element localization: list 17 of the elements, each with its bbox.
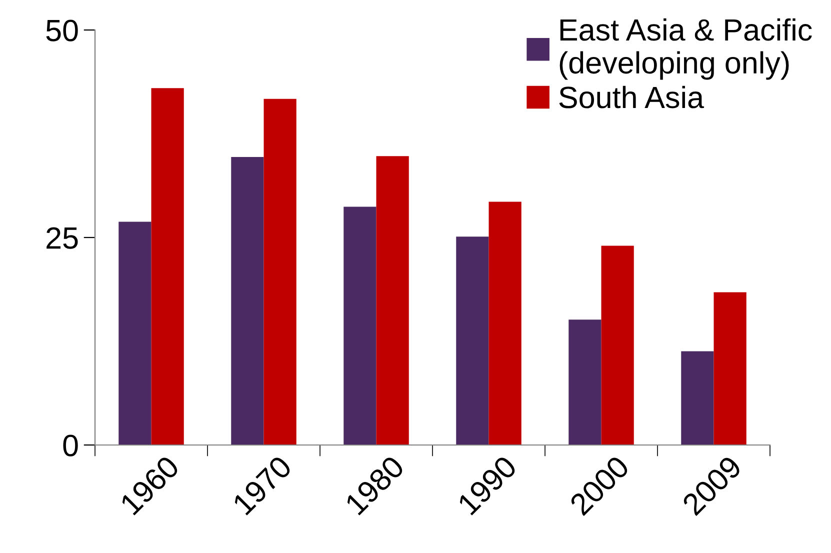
bar [568, 320, 602, 445]
bar [118, 222, 152, 445]
bar [681, 351, 714, 445]
y-tick-label: 0 [63, 434, 78, 456]
bar [231, 156, 264, 445]
bar [488, 202, 522, 445]
y-tick-label: 50 [46, 20, 78, 42]
bar [264, 98, 296, 445]
bar [714, 292, 746, 445]
bar [376, 156, 409, 445]
legend-label: East Asia & Pacific (developing only) [560, 18, 812, 80]
legend-label: South Asia [559, 86, 704, 108]
bar [151, 88, 184, 445]
bar [601, 246, 634, 445]
y-tick-label: 25 [46, 227, 78, 249]
bar [456, 236, 489, 445]
bar [344, 206, 376, 445]
